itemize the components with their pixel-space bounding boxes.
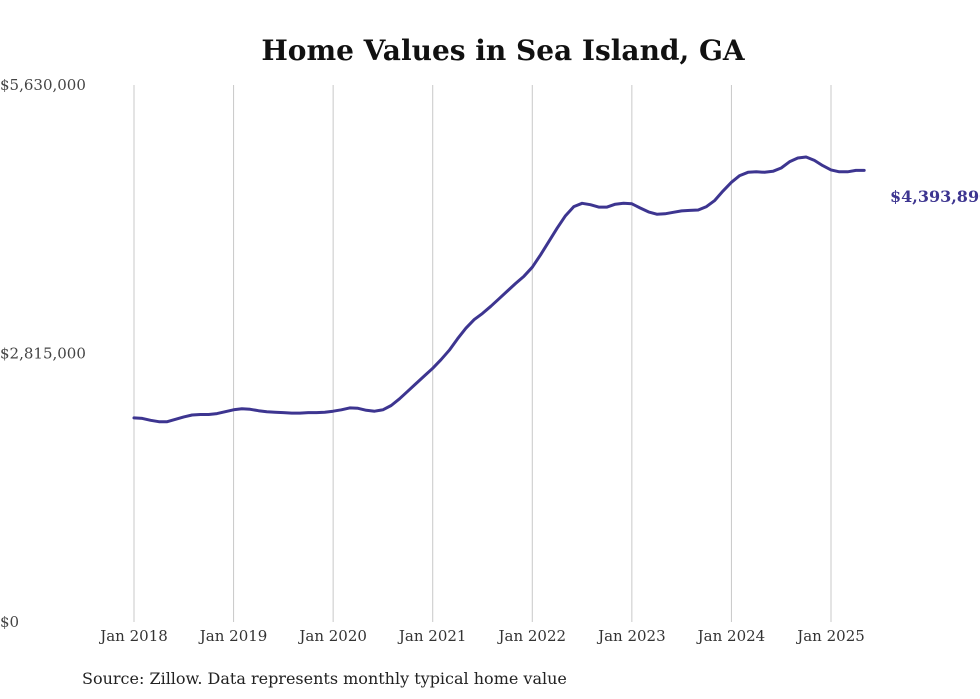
x-tick-label: Jan 2022	[497, 627, 567, 645]
end-value-label: $4,393,890	[890, 187, 980, 206]
y-tick-label: $2,815,000	[0, 345, 86, 363]
y-tick-label: $5,630,000	[0, 76, 86, 94]
y-tick-label: $0	[0, 613, 19, 631]
x-tick-label: Jan 2023	[596, 627, 666, 645]
series-layer	[132, 155, 866, 424]
x-tick-label: Jan 2024	[696, 627, 766, 645]
y-axis-ticks: $0 $2,815,000 $5,630,000	[0, 76, 86, 631]
x-axis-ticks: Jan 2018 Jan 2019 Jan 2020 Jan 2021 Jan 2022…	[98, 627, 865, 645]
x-tick-label: Jan 2021	[397, 627, 467, 645]
chart-title: Home Values in Sea Island, GA	[261, 34, 746, 67]
x-tick-label: Jan 2025	[795, 627, 865, 645]
source-note: Source: Zillow. Data represents monthly …	[82, 669, 567, 688]
x-tick-label: Jan 2019	[198, 627, 268, 645]
x-tick-label: Jan 2018	[98, 627, 168, 645]
series-line	[132, 155, 866, 424]
grid-lines	[133, 85, 832, 622]
x-tick-label: Jan 2020	[297, 627, 367, 645]
